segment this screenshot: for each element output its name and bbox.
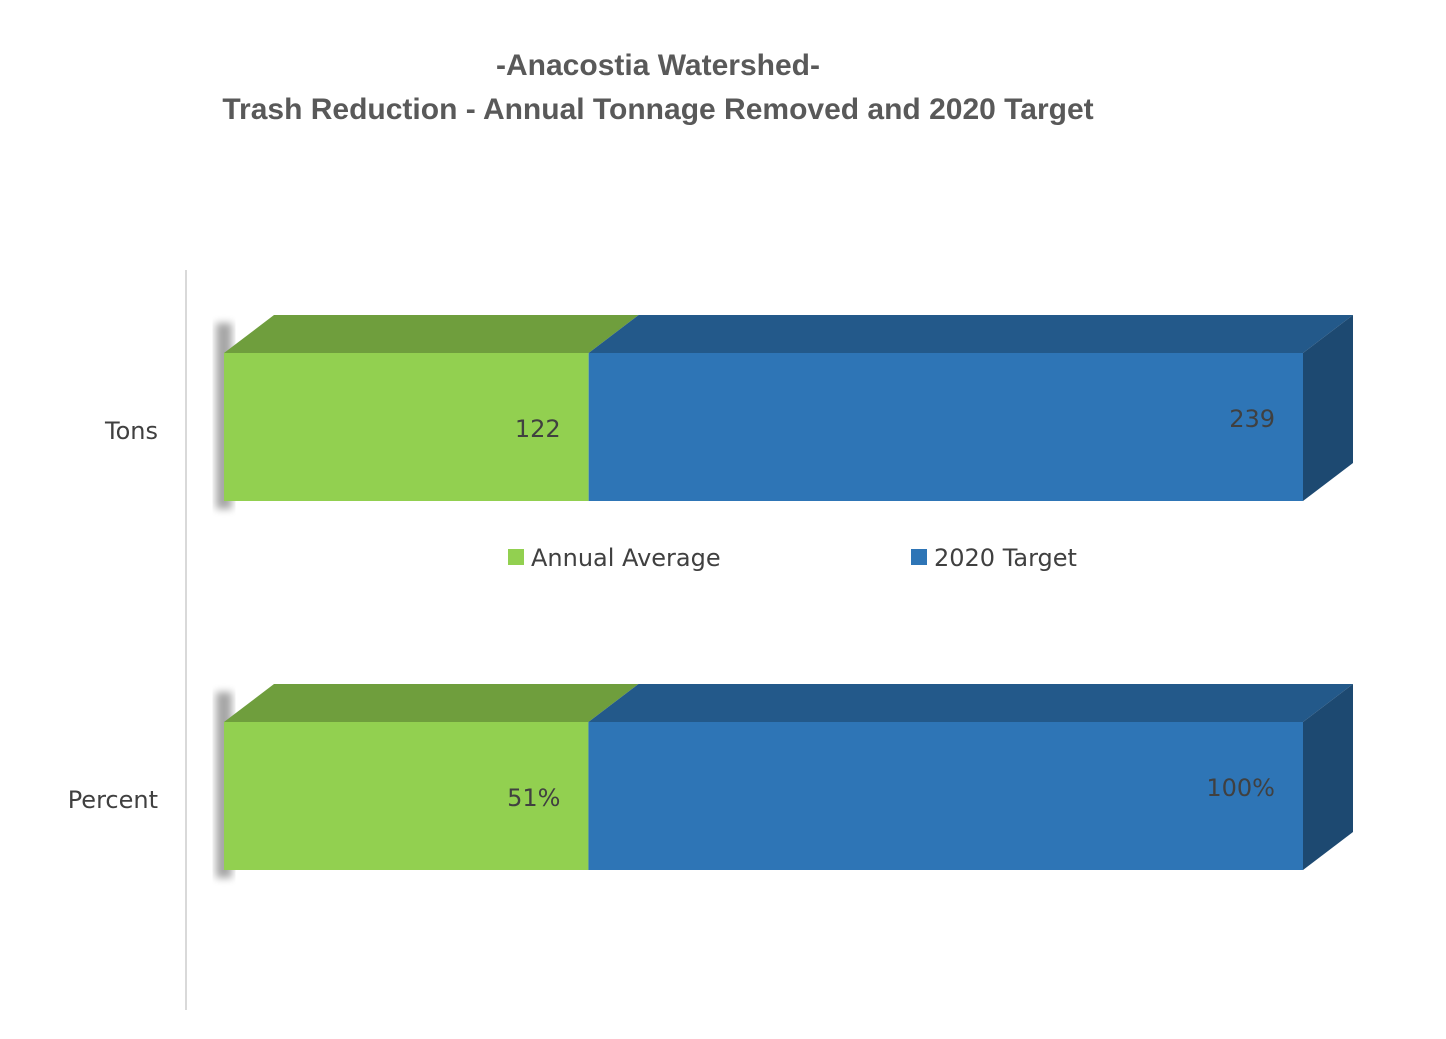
legend-label: 2020 Target: [934, 544, 1077, 572]
category-label-percent: Percent: [68, 786, 158, 814]
data-label-percent-annual-average: 51%: [507, 784, 560, 812]
category-label-tons: Tons: [104, 417, 158, 445]
bar-tons-annual-average-top: [224, 315, 639, 353]
legend-swatch: [508, 549, 524, 565]
bar-percent-2020-target: [588, 722, 1303, 870]
legend: Annual Average 2020 Target: [508, 544, 1077, 572]
legend-label: Annual Average: [531, 544, 721, 572]
legend-swatch: [911, 549, 927, 565]
data-label-tons-annual-average: 122: [515, 415, 561, 443]
bars-layer: [216, 315, 1353, 878]
data-label-percent-2020-target: 100%: [1206, 774, 1275, 802]
legend-item-annual-average: Annual Average: [508, 544, 721, 572]
labels-layer: 122 239 Tons 51% 100% Percent: [68, 405, 1275, 814]
legend-item-2020-target: 2020 Target: [911, 544, 1077, 572]
bar-percent-2020-target-side: [1303, 684, 1353, 870]
bar-tons-2020-target: [588, 353, 1303, 501]
data-label-tons-2020-target: 239: [1229, 405, 1275, 433]
bar-percent-2020-target-top: [588, 684, 1353, 722]
chart-subtitle: Trash Reduction - Annual Tonnage Removed…: [222, 93, 1093, 126]
bar-percent-annual-average-top: [224, 684, 639, 722]
chart-title: -Anacostia Watershed-: [496, 49, 820, 82]
bar-percent-annual-average: [224, 722, 589, 870]
bar-tons-2020-target-top: [588, 315, 1353, 353]
bar-tons-annual-average: [224, 353, 589, 501]
bar-tons-2020-target-side: [1303, 315, 1353, 501]
